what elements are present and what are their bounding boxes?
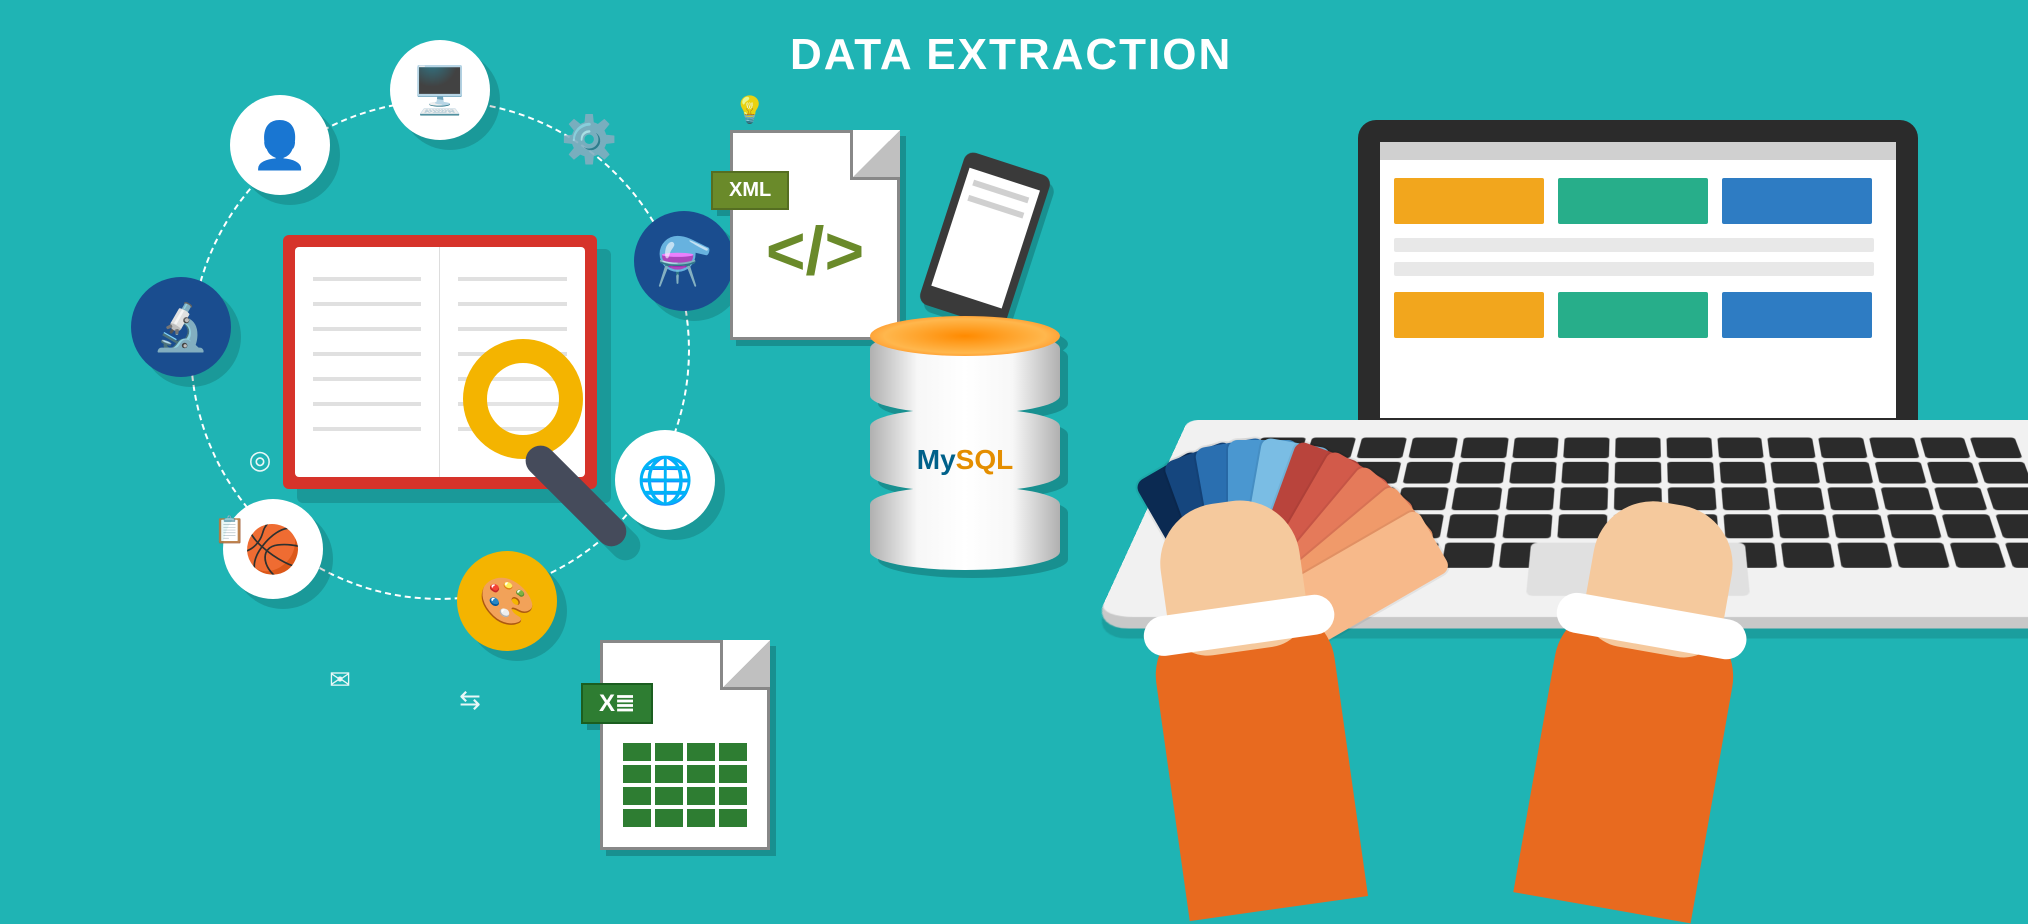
code-icon: </> [766,212,864,290]
target-icon: ◎ [249,445,272,476]
excel-label: X≣ [581,683,653,724]
palette-icon: 🎨 [457,551,557,651]
arrows-icon: ⇆ [459,685,481,716]
xml-file-icon: XML </> [730,130,900,340]
concept-ring: 🖥️⚙️⚗️🌐🎨🏀🔬👤 ✉📋◎💡⚛⇆ [130,40,750,660]
laptop-screen [1380,142,1896,418]
person-icon: 👤 [230,95,330,195]
computer-monitor-icon: 🖥️ [390,40,490,140]
checklist-icon: 📋 [214,515,246,546]
microscope-icon: 🔬 [131,277,231,377]
database-icon: MySQL [870,330,1060,580]
flask-icon: ⚗️ [634,211,734,311]
lightbulb-icon: 💡 [734,95,766,126]
book-icon [295,247,585,477]
xml-label: XML [711,171,789,210]
envelope-icon: ✉ [329,665,351,696]
globe-icon: 🌐 [615,430,715,530]
magnifier-icon [463,339,583,459]
smartphone-icon [917,150,1052,330]
database-label: MySQL [870,444,1060,476]
excel-file-icon: X≣ [600,640,770,850]
gear-icon: ⚙️ [560,106,617,168]
title: DATA EXTRACTION [790,30,1232,80]
